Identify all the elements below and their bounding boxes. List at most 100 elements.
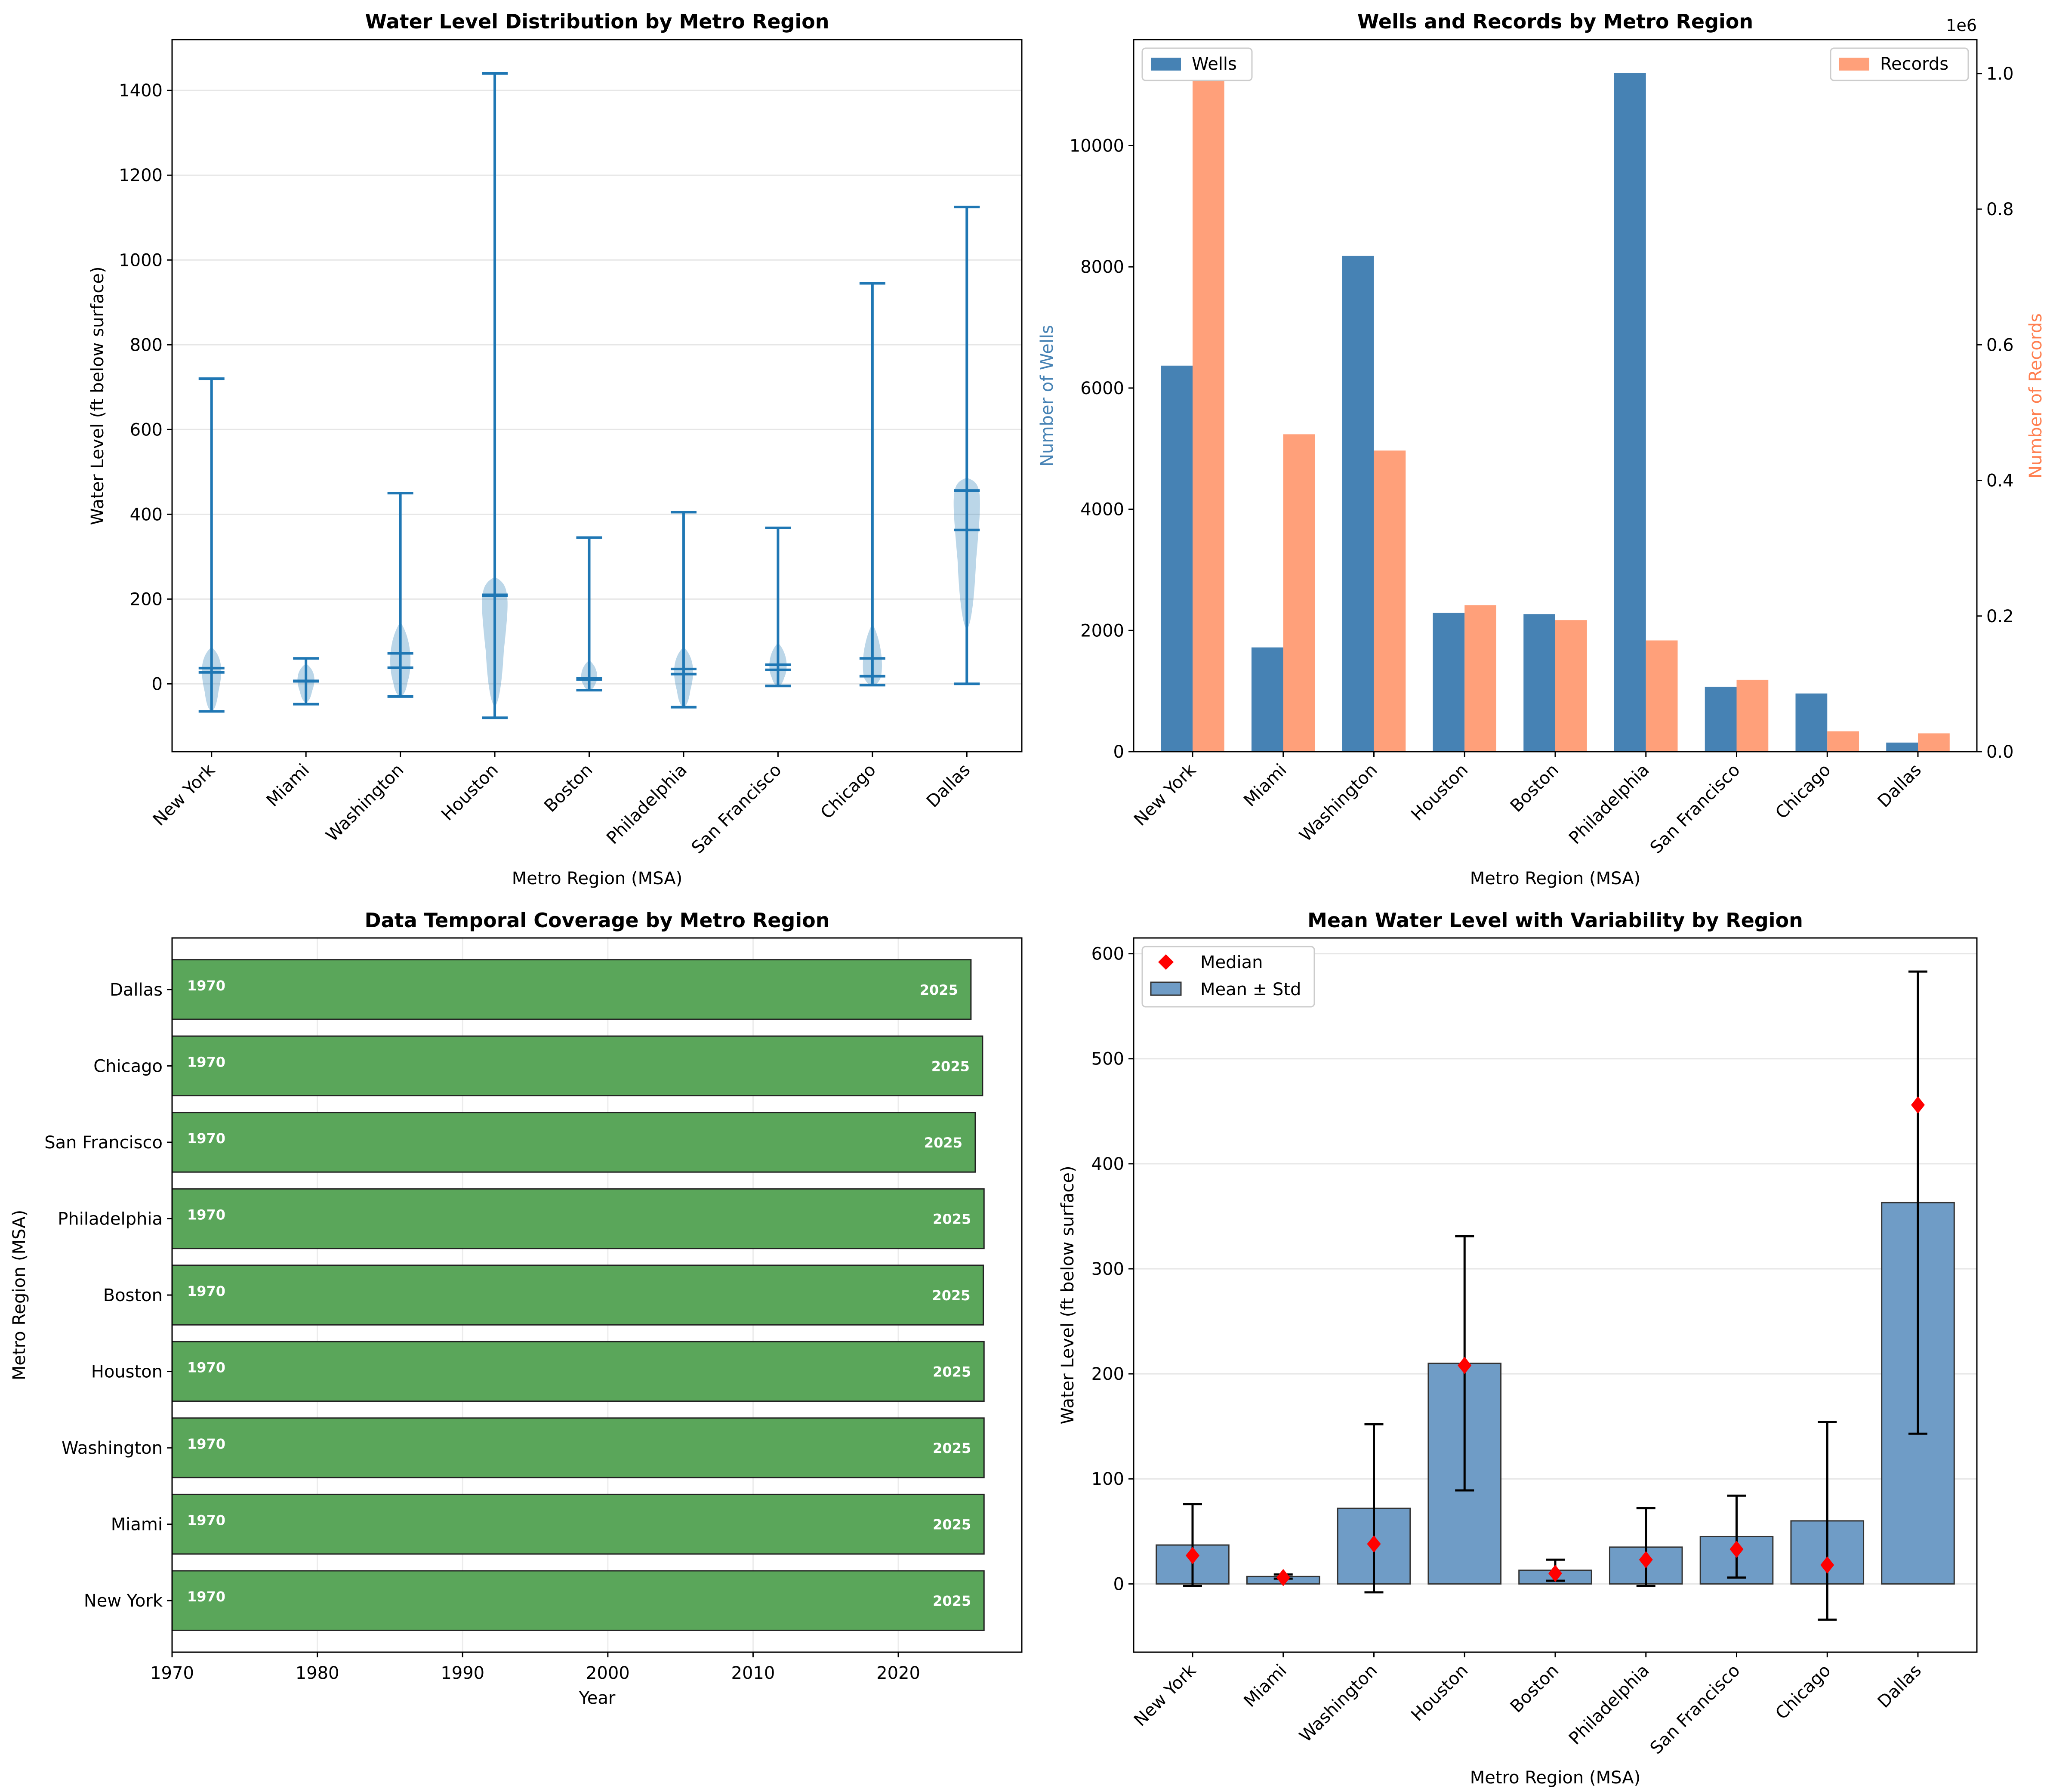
- mean-ytick-label: 200: [1091, 1364, 1124, 1384]
- violin-ylabel: Water Level (ft below surface): [88, 266, 108, 525]
- records-legend-label: Records: [1880, 54, 1948, 74]
- wells-legend-swatch: [1151, 58, 1181, 71]
- coverage-title: Data Temporal Coverage by Metro Region: [365, 909, 830, 932]
- wells-ylabel: Number of Wells: [1037, 325, 1057, 467]
- records-ytick-label: 0.6: [1986, 335, 2014, 355]
- mean-xlabel: Metro Region (MSA): [1470, 1768, 1640, 1788]
- records-bar-philadelphia: [1646, 640, 1678, 752]
- mean-legend-label: Mean ± Std: [1200, 980, 1301, 999]
- wells-ytick-label: 10000: [1070, 136, 1124, 156]
- records-bar-dallas: [1918, 733, 1950, 752]
- coverage-start-label: 1970: [187, 1054, 225, 1070]
- records-bar-san-francisco: [1736, 679, 1769, 752]
- coverage-xtick-label: 2020: [876, 1663, 920, 1683]
- mean-marks: [1156, 970, 1955, 1621]
- mean-legend-swatch: [1150, 981, 1182, 996]
- coverage-y-ticks: New York Miami Washington Houston Boston Phil…: [44, 980, 172, 1611]
- wells-records-xlabel: Metro Region (MSA): [1470, 869, 1640, 888]
- records-ytick-label: 0.0: [1986, 742, 2014, 762]
- coverage-ytick-label: Washington: [62, 1438, 163, 1458]
- records-ytick-label: 0.2: [1986, 607, 2014, 626]
- coverage-bar-washington: [171, 1417, 985, 1478]
- records-ytick-label: 0.4: [1986, 471, 2014, 491]
- records-bar-miami: [1283, 434, 1315, 752]
- violin-gridlines: [172, 89, 1022, 685]
- mean-y-ticks: 0 100 200 300 400 500 600: [1091, 944, 1134, 1594]
- wells-bar-new-york: [1161, 365, 1193, 752]
- violin-ytick-label: 0: [152, 674, 163, 694]
- coverage-start-label: 1970: [187, 1436, 225, 1452]
- coverage-bar-miami: [171, 1493, 985, 1555]
- violin-ytick-label: 200: [130, 589, 163, 609]
- violin-ytick-label: 600: [130, 420, 163, 440]
- coverage-bar-new-york: [171, 1570, 985, 1631]
- records-legend-swatch: [1839, 58, 1869, 71]
- violin-ytick-label: 1400: [119, 81, 163, 101]
- coverage-bars: 1970 2025 1970 2025 1970 2025 1970 2025 1970 2025…: [171, 959, 985, 1631]
- coverage-x-ticks: 1970 1980 1990 2000 2010 2020: [150, 1652, 920, 1683]
- mean-ylabel: Water Level (ft below surface): [1058, 1166, 1078, 1424]
- mean-ytick-label: 300: [1091, 1259, 1124, 1279]
- coverage-start-label: 1970: [187, 978, 225, 994]
- median-marker-chicago: [1820, 1556, 1834, 1574]
- wells-ytick-label: 4000: [1080, 500, 1124, 520]
- wells-bar-chicago: [1795, 693, 1828, 752]
- records-bar-washington: [1374, 450, 1406, 752]
- mean-legend: Median Mean ± Std: [1141, 946, 1315, 1008]
- records-bar-new-york: [1192, 67, 1224, 752]
- coverage-start-label: 1970: [187, 1130, 225, 1147]
- wells-bar-dallas: [1886, 742, 1918, 752]
- records-ytick-label: 0.8: [1986, 200, 2014, 219]
- records-bar-houston: [1464, 605, 1497, 752]
- wells-bar-philadelphia: [1614, 73, 1646, 752]
- coverage-xtick-label: 2000: [586, 1663, 630, 1683]
- coverage-ytick-label: Boston: [103, 1286, 163, 1305]
- coverage-bar-philadelphia: [171, 1188, 985, 1249]
- mean-ytick-label: 500: [1091, 1049, 1124, 1069]
- coverage-bar-boston: [171, 1265, 984, 1326]
- coverage-end-label: 2025: [931, 1058, 970, 1074]
- wells-ytick-label: 2000: [1080, 621, 1124, 641]
- coverage-end-label: 2025: [932, 1287, 970, 1304]
- coverage-xtick-label: 1990: [441, 1663, 484, 1683]
- coverage-start-label: 1970: [187, 1283, 225, 1299]
- coverage-start-label: 1970: [187, 1588, 225, 1605]
- records-bar-chicago: [1827, 731, 1859, 752]
- mean-ytick-label: 0: [1113, 1574, 1124, 1594]
- coverage-ytick-label: Houston: [91, 1362, 163, 1382]
- mean-ytick-label: 100: [1091, 1469, 1124, 1489]
- wells-ytick-label: 6000: [1080, 379, 1124, 398]
- wells-bar-miami: [1251, 647, 1283, 752]
- coverage-end-label: 2025: [933, 1440, 971, 1456]
- coverage-panel: Data Temporal Coverage by Metro Region 1…: [9, 909, 1023, 1708]
- wells-ytick-label: 8000: [1080, 257, 1124, 277]
- violin-title: Water Level Distribution by Metro Region: [365, 10, 829, 33]
- median-marker-dallas: [1911, 1096, 1925, 1114]
- coverage-xtick-label: 1980: [296, 1663, 339, 1683]
- coverage-xtick-label: 2010: [731, 1663, 775, 1683]
- violin-ytick-label: 1200: [119, 166, 163, 185]
- violin-axes-frame: [171, 39, 1023, 753]
- violin-marks: [198, 72, 980, 719]
- coverage-ytick-label: Miami: [111, 1515, 163, 1535]
- wells-legend-label: Wells: [1192, 54, 1237, 74]
- records-y-ticks: 0.0 0.2 0.4 0.6 0.8 1.0: [1977, 64, 2014, 762]
- wells-bar-houston: [1433, 613, 1465, 752]
- coverage-end-label: 2025: [933, 1593, 971, 1609]
- violin-ytick-label: 1000: [119, 250, 163, 270]
- wells-records-bars: [1161, 67, 1950, 752]
- coverage-end-label: 2025: [933, 1364, 971, 1380]
- coverage-start-label: 1970: [187, 1206, 225, 1223]
- median-marker-new-york: [1185, 1547, 1199, 1564]
- violin-y-ticks: 0 200 400 600 800 1000 1200 1400: [119, 81, 172, 694]
- coverage-xtick-label: 1970: [150, 1663, 194, 1683]
- coverage-end-label: 2025: [924, 1135, 962, 1151]
- median-legend-marker: [1158, 954, 1174, 970]
- median-marker-philadelphia: [1639, 1551, 1653, 1569]
- mean-ytick-label: 400: [1091, 1154, 1124, 1174]
- mean-ytick-label: 600: [1091, 944, 1124, 964]
- median-marker-san-francisco: [1729, 1540, 1744, 1558]
- records-offset-text: 1e6: [1946, 16, 1977, 35]
- coverage-ytick-label: Dallas: [110, 980, 163, 1000]
